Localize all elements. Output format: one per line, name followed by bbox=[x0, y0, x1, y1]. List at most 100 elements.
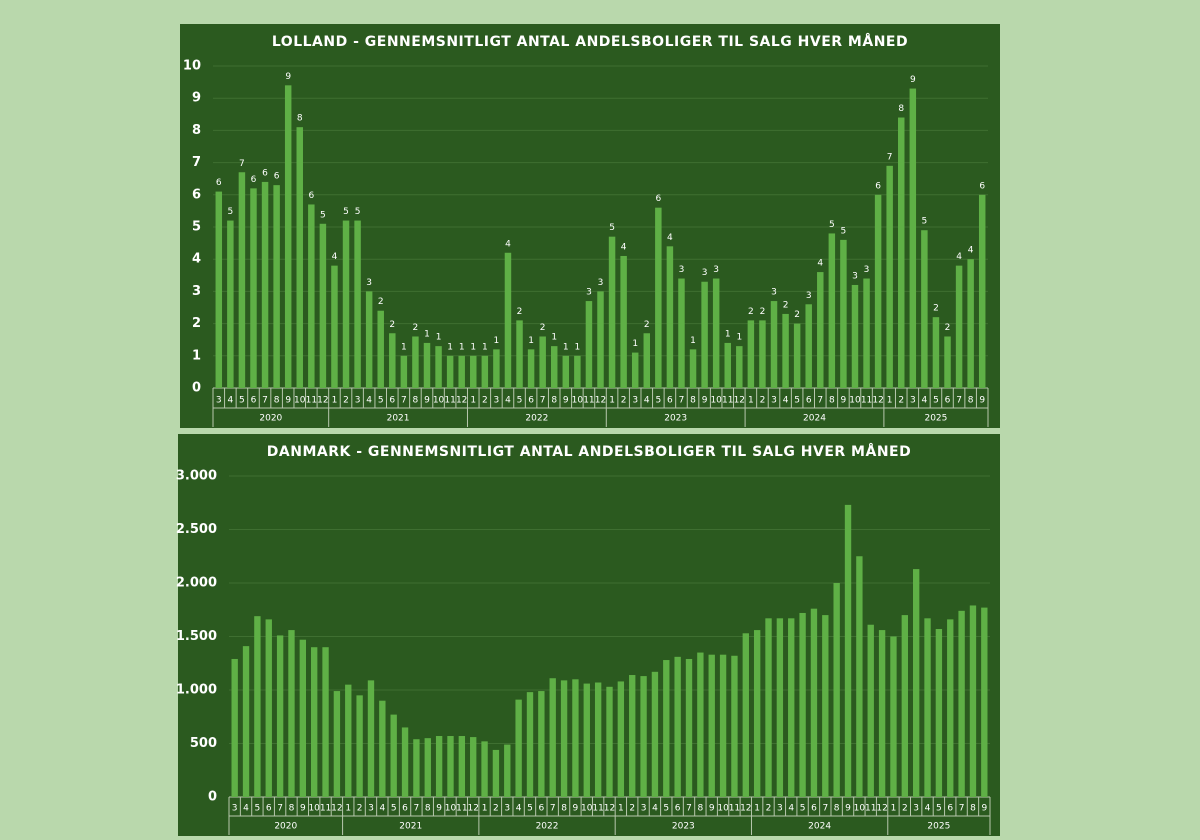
x-tick-label: 7 bbox=[414, 804, 420, 814]
x-tick-label: 7 bbox=[540, 396, 546, 406]
group-label: 2024 bbox=[808, 822, 831, 832]
bar bbox=[538, 691, 545, 797]
value-label: 2 bbox=[783, 300, 789, 310]
x-tick-label: 9 bbox=[981, 804, 987, 814]
bar bbox=[583, 683, 590, 797]
bar bbox=[844, 504, 852, 797]
bar bbox=[765, 618, 772, 797]
x-tick-label: 5 bbox=[378, 396, 384, 406]
bar bbox=[331, 265, 338, 388]
x-tick-label: 11 bbox=[861, 396, 872, 406]
value-label: 5 bbox=[355, 207, 361, 217]
bar bbox=[342, 220, 350, 388]
bar bbox=[901, 615, 908, 797]
y-tick-label: 500 bbox=[190, 736, 217, 751]
bar bbox=[481, 355, 489, 388]
value-label: 5 bbox=[343, 207, 349, 217]
y-tick-label: 5 bbox=[192, 220, 201, 235]
value-label: 6 bbox=[251, 175, 257, 185]
x-tick-label: 11 bbox=[592, 804, 603, 814]
x-tick-label: 1 bbox=[345, 804, 351, 814]
x-tick-label: 4 bbox=[922, 396, 928, 406]
bar bbox=[886, 165, 893, 388]
x-tick-label: 3 bbox=[216, 396, 222, 406]
value-label: 6 bbox=[308, 191, 314, 201]
bar bbox=[822, 615, 829, 797]
x-tick-label: 8 bbox=[561, 804, 567, 814]
x-tick-label: 5 bbox=[527, 804, 533, 814]
bar bbox=[958, 610, 965, 797]
value-label: 1 bbox=[470, 342, 476, 352]
bar bbox=[424, 738, 431, 797]
bar bbox=[828, 233, 836, 388]
x-tick-label: 7 bbox=[679, 396, 685, 406]
x-tick-label: 12 bbox=[467, 804, 478, 814]
x-tick-label: 7 bbox=[686, 804, 692, 814]
value-label: 3 bbox=[864, 265, 870, 275]
value-label: 1 bbox=[424, 329, 430, 339]
x-tick-label: 2 bbox=[629, 804, 635, 814]
bar bbox=[890, 636, 897, 797]
x-tick-label: 9 bbox=[436, 804, 442, 814]
group-label: 2021 bbox=[387, 414, 410, 424]
bar bbox=[640, 676, 647, 797]
x-tick-label: 11 bbox=[865, 804, 876, 814]
value-label: 2 bbox=[389, 320, 395, 330]
value-label: 1 bbox=[528, 336, 534, 346]
x-tick-label: 2 bbox=[493, 804, 499, 814]
value-label: 2 bbox=[933, 304, 939, 314]
group-label: 2023 bbox=[672, 822, 695, 832]
bar bbox=[969, 605, 977, 797]
value-label: 7 bbox=[239, 159, 245, 169]
x-tick-label: 8 bbox=[829, 396, 835, 406]
x-tick-label: 6 bbox=[402, 804, 408, 814]
bar bbox=[458, 355, 465, 388]
y-tick-label: 2 bbox=[192, 316, 201, 331]
x-tick-label: 3 bbox=[641, 804, 647, 814]
bar bbox=[276, 635, 284, 797]
value-label: 4 bbox=[667, 233, 673, 243]
x-tick-label: 10 bbox=[294, 396, 306, 406]
bar bbox=[356, 695, 363, 797]
bar bbox=[770, 301, 778, 388]
bar bbox=[296, 127, 303, 389]
bar bbox=[435, 736, 443, 797]
value-label: 3 bbox=[713, 265, 719, 275]
bar bbox=[413, 739, 420, 797]
x-tick-label: 5 bbox=[255, 804, 261, 814]
group-label: 2022 bbox=[536, 822, 559, 832]
value-label: 2 bbox=[644, 320, 650, 330]
x-tick-label: 7 bbox=[262, 396, 268, 406]
bar bbox=[516, 320, 523, 388]
x-tick-label: 3 bbox=[777, 804, 783, 814]
x-tick-label: 5 bbox=[663, 804, 669, 814]
x-tick-label: 8 bbox=[697, 804, 703, 814]
x-tick-label: 12 bbox=[876, 804, 887, 814]
bar bbox=[470, 737, 477, 797]
x-tick-label: 12 bbox=[872, 396, 883, 406]
bar bbox=[242, 646, 250, 797]
bar bbox=[685, 658, 693, 797]
group-label: 2023 bbox=[664, 414, 687, 424]
value-label: 1 bbox=[401, 342, 407, 352]
bar bbox=[560, 680, 568, 797]
x-tick-label: 6 bbox=[675, 804, 681, 814]
x-tick-label: 4 bbox=[788, 804, 794, 814]
x-tick-label: 4 bbox=[227, 396, 233, 406]
y-tick-label: 9 bbox=[192, 91, 201, 106]
x-tick-label: 1 bbox=[482, 804, 488, 814]
bar bbox=[311, 647, 318, 797]
bar bbox=[250, 188, 257, 388]
bar bbox=[805, 304, 812, 388]
value-label: 3 bbox=[852, 271, 858, 281]
x-tick-label: 11 bbox=[729, 804, 740, 814]
x-tick-label: 5 bbox=[800, 804, 806, 814]
bar bbox=[400, 355, 408, 388]
x-tick-label: 1 bbox=[332, 396, 338, 406]
x-tick-label: 8 bbox=[425, 804, 431, 814]
value-label: 1 bbox=[574, 342, 580, 352]
x-tick-label: 6 bbox=[806, 396, 812, 406]
x-tick-label: 11 bbox=[456, 804, 467, 814]
bar bbox=[377, 310, 384, 388]
